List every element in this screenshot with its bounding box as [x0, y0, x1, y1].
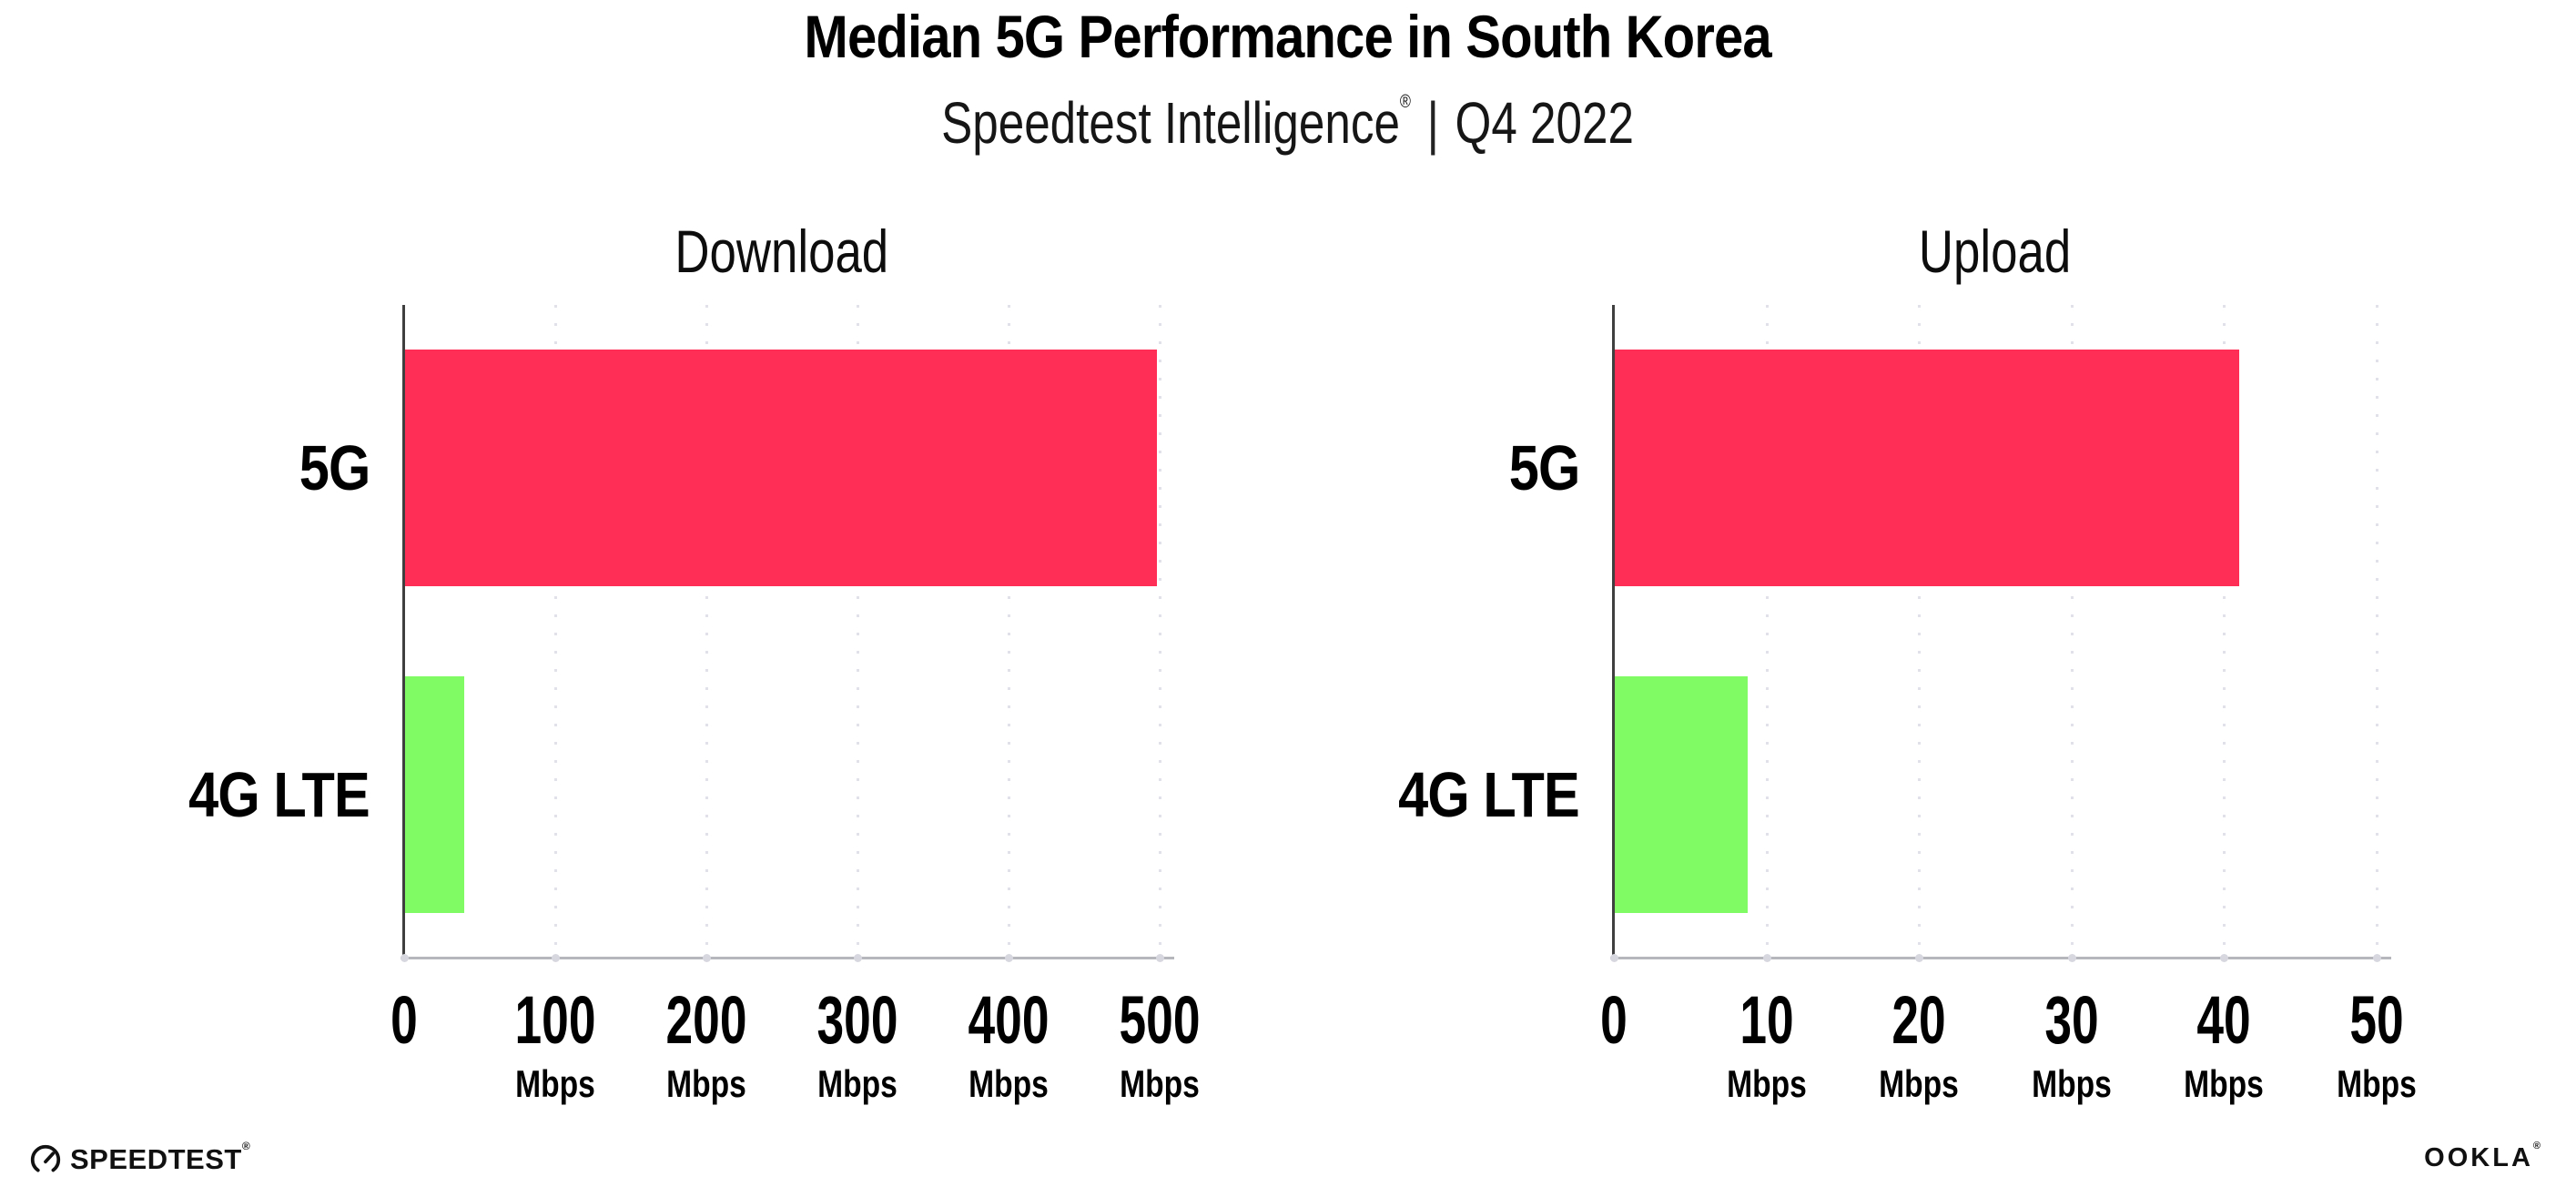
axis-tick-dot-200	[703, 954, 711, 962]
gridline-100	[554, 305, 557, 958]
download-x-axis-line	[401, 957, 1174, 959]
download-y-axis-line	[402, 305, 405, 958]
x-tick-unit: Mbps	[2184, 1062, 2265, 1105]
x-tick-value: 20	[1891, 982, 1946, 1058]
x-tick-label-50: 50 Mbps	[2327, 987, 2427, 1103]
gridline-300	[857, 305, 859, 958]
x-tick-unit: Mbps	[515, 1062, 595, 1105]
axis-tick-dot-20	[1915, 954, 1924, 962]
x-tick-label-200: 200 Mbps	[650, 987, 762, 1103]
gridline-40	[2223, 305, 2226, 958]
x-tick-value: 50	[2349, 982, 2404, 1058]
axis-tick-dot-0	[401, 954, 409, 962]
axis-tick-dot-400	[1005, 954, 1013, 962]
x-tick-value: 10	[1739, 982, 1794, 1058]
upload-chart-title: Upload	[1919, 218, 2072, 285]
x-tick-label-300: 300 Mbps	[801, 987, 913, 1103]
ookla-registered-mark: ®	[2532, 1141, 2543, 1151]
category-label-4g-lte: 4G LTE	[1366, 758, 1580, 831]
subtitle-separator: |	[1427, 90, 1440, 156]
x-tick-value: 300	[816, 982, 898, 1058]
axis-tick-dot-50	[2373, 954, 2381, 962]
download-bar-4g-lte	[404, 675, 465, 913]
x-tick-value: 0	[390, 982, 418, 1058]
category-label-text: 5G	[299, 432, 370, 504]
category-label-text: 4G LTE	[188, 758, 370, 830]
x-tick-value: 0	[1600, 982, 1628, 1058]
x-tick-unit: Mbps	[969, 1062, 1049, 1105]
speedtest-wordmark: SPEEDTEST®	[70, 1140, 251, 1175]
download-bar-5g	[404, 350, 1157, 587]
category-label-5g: 5G	[1496, 431, 1580, 504]
ookla-logo: OOKLA®	[2424, 1141, 2543, 1173]
page-title-text: Median 5G Performance in South Korea	[804, 3, 1772, 70]
x-tick-label-100: 100 Mbps	[499, 987, 611, 1103]
x-tick-unit: Mbps	[2337, 1062, 2417, 1105]
x-tick-value: 30	[2044, 982, 2099, 1058]
subtitle-brand: Speedtest Intelligence	[941, 90, 1401, 156]
x-tick-label-500: 500 Mbps	[1103, 987, 1215, 1103]
axis-tick-dot-100	[552, 954, 560, 962]
upload-y-axis-line	[1612, 305, 1615, 958]
x-tick-label-0: 0	[385, 987, 422, 1054]
page-subtitle: Speedtest Intelligence® | Q4 2022	[0, 89, 2576, 157]
speedtest-gauge-icon	[30, 1144, 61, 1175]
category-label-text: 4G LTE	[1398, 758, 1580, 830]
x-tick-value: 400	[968, 982, 1050, 1058]
category-label-5g: 5G	[287, 431, 370, 504]
gridline-200	[705, 305, 708, 958]
x-tick-label-400: 400 Mbps	[952, 987, 1064, 1103]
x-tick-label-20: 20 Mbps	[1869, 987, 1969, 1103]
subtitle-period: Q4 2022	[1455, 90, 1635, 156]
axis-tick-dot-40	[2220, 954, 2229, 962]
gridline-10	[1765, 305, 1769, 958]
download-plot-area: 5G 4G LTE 0 100 Mbps 200 Mbps 300 Mbps 400 Mbps 50…	[188, 305, 1200, 1103]
axis-tick-dot-30	[2067, 954, 2076, 962]
category-label-4g-lte: 4G LTE	[157, 758, 370, 831]
x-tick-value: 100	[514, 982, 596, 1058]
x-tick-unit: Mbps	[1879, 1062, 1960, 1105]
x-tick-value: 500	[1119, 982, 1201, 1058]
upload-bar-4g-lte	[1614, 675, 1749, 913]
upload-bar-5g	[1614, 350, 2240, 587]
x-tick-label-40: 40 Mbps	[2175, 987, 2275, 1103]
upload-plot-area: 5G 4G LTE 0 10 Mbps 20 Mbps 30 Mbps 40 Mbps 50 Mbps	[1398, 305, 2417, 1103]
x-tick-unit: Mbps	[666, 1062, 746, 1105]
axis-tick-dot-300	[854, 954, 862, 962]
x-tick-label-10: 10 Mbps	[1717, 987, 1817, 1103]
registered-mark: ®	[1400, 91, 1412, 112]
x-tick-value: 200	[665, 982, 747, 1058]
axis-tick-dot-500	[1156, 954, 1164, 962]
gridline-20	[1918, 305, 1922, 958]
gridline-50	[2376, 305, 2378, 958]
x-tick-label-0: 0	[1595, 987, 1632, 1054]
axis-tick-dot-0	[1610, 954, 1618, 962]
gridline-500	[1159, 305, 1161, 958]
axis-tick-dot-10	[1762, 954, 1771, 962]
ookla-wordmark: OOKLA	[2424, 1143, 2533, 1172]
gridline-400	[1008, 305, 1010, 958]
category-label-text: 5G	[1508, 432, 1580, 504]
x-tick-label-30: 30 Mbps	[2022, 987, 2122, 1103]
x-tick-unit: Mbps	[2031, 1062, 2112, 1105]
x-tick-value: 40	[2196, 982, 2252, 1058]
speedtest-logo: SPEEDTEST®	[29, 1140, 251, 1176]
x-tick-unit: Mbps	[817, 1062, 898, 1105]
gridline-30	[2070, 305, 2074, 958]
download-chart-title: Download	[674, 218, 889, 285]
upload-x-axis-line	[1610, 957, 2391, 959]
page-title: Median 5G Performance in South Korea	[0, 2, 2576, 71]
speedtest-registered-mark: ®	[241, 1140, 251, 1152]
x-tick-unit: Mbps	[1726, 1062, 1807, 1105]
x-tick-unit: Mbps	[1120, 1062, 1200, 1105]
